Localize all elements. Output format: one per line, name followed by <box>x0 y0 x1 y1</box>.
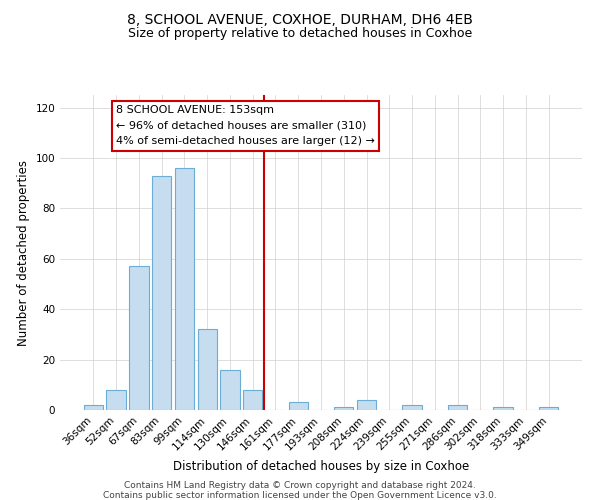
Bar <box>106 390 126 410</box>
Y-axis label: Number of detached properties: Number of detached properties <box>17 160 30 346</box>
Bar <box>403 405 422 410</box>
Text: 8 SCHOOL AVENUE: 153sqm
← 96% of detached houses are smaller (310)
4% of semi-de: 8 SCHOOL AVENUE: 153sqm ← 96% of detache… <box>116 105 375 146</box>
Bar <box>243 390 262 410</box>
Text: Contains public sector information licensed under the Open Government Licence v3: Contains public sector information licen… <box>103 491 497 500</box>
Bar <box>152 176 172 410</box>
Bar <box>493 408 513 410</box>
Bar <box>357 400 376 410</box>
Text: 8, SCHOOL AVENUE, COXHOE, DURHAM, DH6 4EB: 8, SCHOOL AVENUE, COXHOE, DURHAM, DH6 4E… <box>127 12 473 26</box>
Bar <box>84 405 103 410</box>
Bar <box>448 405 467 410</box>
Text: Size of property relative to detached houses in Coxhoe: Size of property relative to detached ho… <box>128 28 472 40</box>
Bar <box>220 370 239 410</box>
Bar <box>539 408 558 410</box>
Bar <box>334 408 353 410</box>
Bar <box>289 402 308 410</box>
Bar <box>175 168 194 410</box>
Bar <box>129 266 149 410</box>
Bar <box>197 330 217 410</box>
Text: Contains HM Land Registry data © Crown copyright and database right 2024.: Contains HM Land Registry data © Crown c… <box>124 481 476 490</box>
X-axis label: Distribution of detached houses by size in Coxhoe: Distribution of detached houses by size … <box>173 460 469 473</box>
